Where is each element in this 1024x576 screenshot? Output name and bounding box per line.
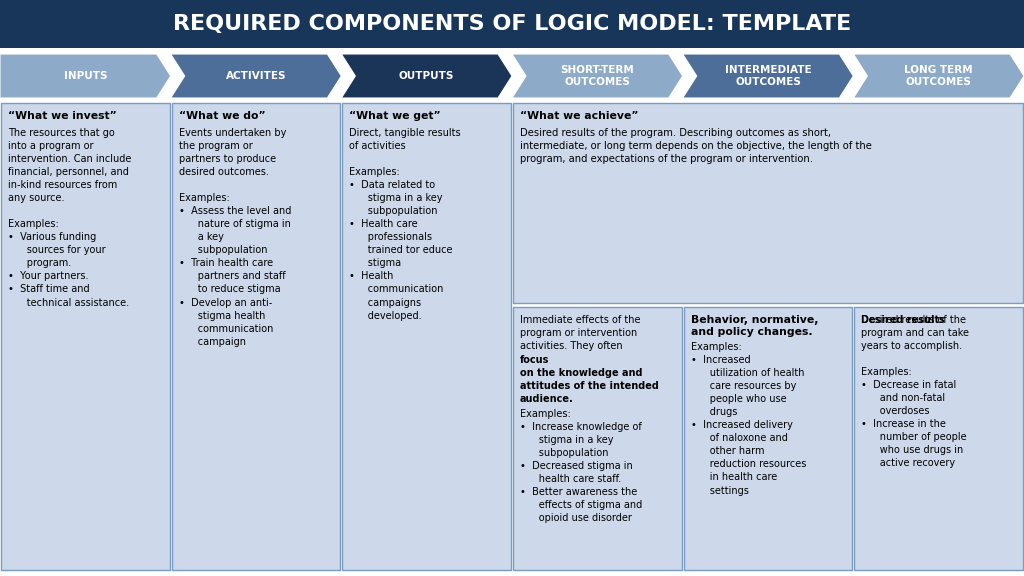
- Text: INTERMEDIATE
OUTCOMES: INTERMEDIATE OUTCOMES: [725, 65, 811, 87]
- Text: Desired results of the program. Describing outcomes as short,
intermediate, or l: Desired results of the program. Describi…: [520, 128, 871, 164]
- Bar: [172, 103, 340, 570]
- Text: Behavior, normative,
and policy changes.: Behavior, normative, and policy changes.: [690, 315, 818, 337]
- Text: Desired results of the
program and can take
years to accomplish.

Examples:
•  D: Desired results of the program and can t…: [861, 315, 970, 468]
- Text: LONG TERM
OUTCOMES: LONG TERM OUTCOMES: [904, 65, 973, 87]
- Text: ACTIVITES: ACTIVITES: [225, 71, 287, 81]
- Polygon shape: [683, 54, 853, 98]
- Text: “What we achieve”: “What we achieve”: [520, 111, 639, 121]
- Bar: [684, 307, 852, 570]
- Text: SHORT-TERM
OUTCOMES: SHORT-TERM OUTCOMES: [560, 65, 634, 87]
- Text: “What we get”: “What we get”: [349, 111, 441, 121]
- Text: Examples:
•  Increased
      utilization of health
      care resources by
     : Examples: • Increased utilization of hea…: [690, 342, 806, 495]
- Text: Examples:
•  Increase knowledge of
      stigma in a key
      subpopulation
•  : Examples: • Increase knowledge of stigma…: [520, 409, 642, 523]
- Bar: [0, 0, 1024, 48]
- Bar: [513, 103, 1023, 303]
- Bar: [854, 307, 1023, 570]
- Text: The resources that go
into a program or
intervention. Can include
financial, per: The resources that go into a program or …: [8, 128, 131, 308]
- Bar: [342, 103, 511, 570]
- Polygon shape: [0, 54, 171, 98]
- Text: Immediate effects of the
program or intervention
activities. They often: Immediate effects of the program or inte…: [520, 315, 640, 351]
- Polygon shape: [512, 54, 683, 98]
- Text: Events undertaken by
the program or
partners to produce
desired outcomes.

Examp: Events undertaken by the program or part…: [178, 128, 291, 347]
- Text: Desired results: Desired results: [861, 315, 945, 325]
- Bar: [513, 307, 682, 570]
- Polygon shape: [171, 54, 341, 98]
- Text: Direct, tangible results
of activities

Examples:
•  Data related to
      stigm: Direct, tangible results of activities E…: [349, 128, 461, 321]
- Text: INPUTS: INPUTS: [63, 71, 108, 81]
- Polygon shape: [853, 54, 1024, 98]
- Text: OUTPUTS: OUTPUTS: [399, 71, 455, 81]
- Bar: [1, 103, 170, 570]
- Text: focus
on the knowledge and
attitudes of the intended
audience.: focus on the knowledge and attitudes of …: [520, 355, 658, 404]
- Polygon shape: [341, 54, 512, 98]
- Text: REQUIRED COMPONENTS OF LOGIC MODEL: TEMPLATE: REQUIRED COMPONENTS OF LOGIC MODEL: TEMP…: [173, 14, 851, 34]
- Text: “What we invest”: “What we invest”: [8, 111, 117, 121]
- Text: “What we do”: “What we do”: [178, 111, 265, 121]
